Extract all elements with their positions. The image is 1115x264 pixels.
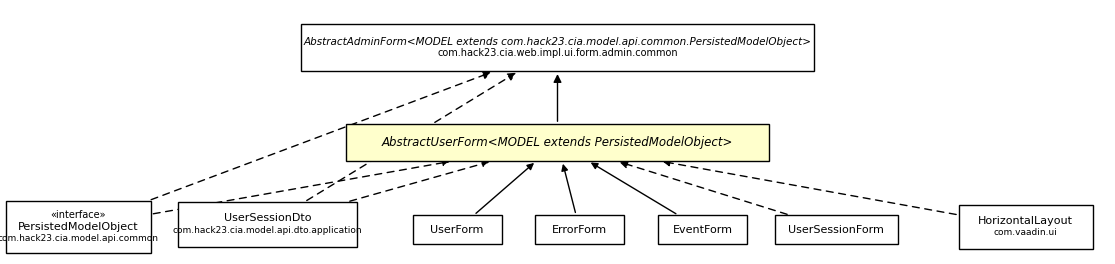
FancyBboxPatch shape bbox=[301, 24, 814, 71]
Text: UserSessionDto: UserSessionDto bbox=[224, 214, 311, 223]
Text: ErrorForm: ErrorForm bbox=[552, 225, 608, 235]
Text: PersistedModelObject: PersistedModelObject bbox=[18, 222, 138, 232]
Text: UserForm: UserForm bbox=[430, 225, 484, 235]
Text: com.hack23.cia.model.api.dto.application: com.hack23.cia.model.api.dto.application bbox=[173, 226, 362, 235]
FancyBboxPatch shape bbox=[535, 215, 624, 244]
FancyBboxPatch shape bbox=[959, 205, 1093, 249]
Text: AbstractAdminForm<MODEL extends com.hack23.cia.model.api.common.PersistedModelOb: AbstractAdminForm<MODEL extends com.hack… bbox=[303, 37, 812, 46]
FancyBboxPatch shape bbox=[658, 215, 747, 244]
FancyBboxPatch shape bbox=[178, 202, 357, 247]
Text: EventForm: EventForm bbox=[672, 225, 733, 235]
Text: HorizontalLayout: HorizontalLayout bbox=[978, 216, 1074, 226]
FancyBboxPatch shape bbox=[346, 124, 769, 161]
Text: «interface»: «interface» bbox=[50, 210, 106, 220]
Text: UserSessionForm: UserSessionForm bbox=[788, 225, 884, 235]
FancyBboxPatch shape bbox=[413, 215, 502, 244]
Text: com.vaadin.ui: com.vaadin.ui bbox=[993, 228, 1058, 238]
FancyBboxPatch shape bbox=[6, 201, 151, 253]
Text: com.hack23.cia.web.impl.ui.form.admin.common: com.hack23.cia.web.impl.ui.form.admin.co… bbox=[437, 49, 678, 58]
Text: AbstractUserForm<MODEL extends PersistedModelObject>: AbstractUserForm<MODEL extends Persisted… bbox=[381, 136, 734, 149]
Text: com.hack23.cia.model.api.common: com.hack23.cia.model.api.common bbox=[0, 234, 158, 243]
FancyBboxPatch shape bbox=[775, 215, 898, 244]
